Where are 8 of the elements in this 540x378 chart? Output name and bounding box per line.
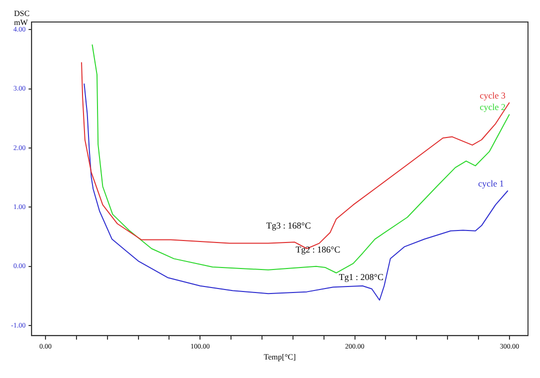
y-axis-title: DSC mW [14,9,30,28]
series-label: cycle 2 [480,102,506,112]
x-axis-title: Temp[°C] [264,352,296,362]
annotation: Tg3 : 168°C [266,220,311,230]
annotation: Tg2 : 186°C [296,244,340,255]
series-label: cycle 3 [480,90,506,100]
series-label: cycle 1 [478,178,504,188]
annotation: Tg1 : 208°C [338,272,384,282]
